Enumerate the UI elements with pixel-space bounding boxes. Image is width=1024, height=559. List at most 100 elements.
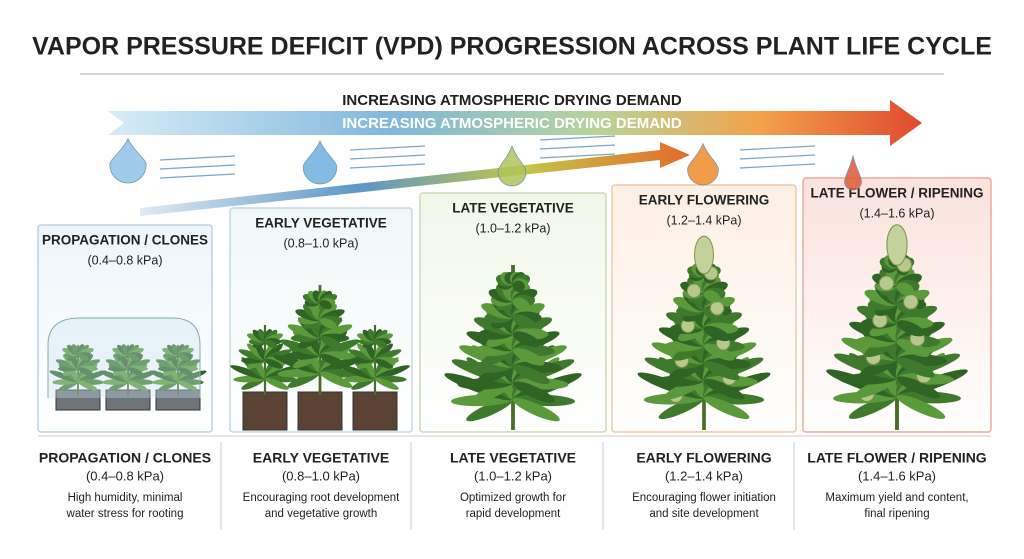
leaf — [319, 335, 343, 349]
pot — [297, 391, 343, 431]
leaf — [177, 367, 194, 376]
leaf — [238, 349, 266, 361]
pot — [242, 391, 288, 431]
stage-description: High humidity, minimal — [68, 492, 183, 504]
arrow-label: INCREASING ATMOSPHERIC DRYING DEMAND — [342, 92, 682, 109]
leaf — [374, 377, 399, 390]
stage-name: PROPAGATION / CLONES — [39, 450, 211, 466]
stage-description: final ripening — [864, 508, 929, 520]
water-drop — [497, 144, 527, 187]
bud — [686, 283, 702, 298]
leaf — [512, 381, 555, 403]
stage-range: (1.4–1.6 kPa) — [858, 468, 936, 483]
leaf — [703, 396, 750, 420]
air-flow — [539, 144, 616, 150]
stage-name: LATE VEGETATIVE — [452, 201, 574, 216]
leaf — [703, 325, 731, 342]
leaf — [340, 365, 376, 380]
stage-name: PROPAGATION / CLONES — [42, 233, 208, 248]
stage-description: Encouraging flower initiation — [632, 492, 776, 504]
water-drop — [302, 140, 338, 185]
leaf — [512, 348, 545, 366]
stage-description: Encouraging root development — [243, 492, 400, 504]
stage-name: LATE VEGETATIVE — [450, 450, 576, 466]
leaf — [703, 343, 735, 361]
air-flow — [349, 163, 426, 169]
leaf — [319, 353, 348, 369]
stage-name: EARLY FLOWERING — [636, 450, 771, 466]
leaf — [127, 353, 139, 361]
panels: PROPAGATION / CLONES (0.4–0.8 kPa) EARLY V… — [37, 177, 992, 433]
air-flow — [739, 145, 816, 151]
air-flow — [159, 164, 236, 170]
leaf — [77, 380, 98, 391]
leaf — [177, 380, 198, 391]
leaf — [512, 364, 550, 385]
leaf — [264, 377, 289, 390]
bud — [709, 301, 725, 316]
air-flow — [739, 154, 816, 160]
air-flow — [349, 145, 426, 151]
leaf — [99, 370, 129, 383]
leaf — [374, 358, 394, 369]
leaf — [512, 398, 560, 422]
stage-name: EARLY FLOWERING — [639, 193, 770, 208]
stage-name: LATE FLOWER / RIPENING — [807, 450, 987, 466]
stage-description: and vegetative growth — [265, 508, 378, 520]
leaf — [512, 314, 535, 329]
stage-name: EARLY VEGETATIVE — [255, 216, 387, 231]
stage-range: (1.2–1.4 kPa) — [665, 468, 743, 483]
leaf — [703, 290, 721, 303]
stage-description: water stress for rooting — [66, 508, 184, 520]
pot — [352, 391, 398, 431]
leaf — [374, 365, 410, 380]
leaf — [703, 361, 740, 381]
leaf — [230, 365, 266, 380]
arrow-label-inner: INCREASING ATMOSPHERIC DRYING DEMAND — [342, 115, 682, 132]
leaf — [703, 378, 745, 400]
stage-range: (1.4–1.6 kPa) — [859, 206, 934, 220]
leaf — [512, 331, 540, 348]
water-drop — [109, 137, 147, 184]
bud — [903, 294, 919, 310]
stage-name: LATE FLOWER / RIPENING — [811, 186, 984, 201]
stage-description: Maximum yield and content, — [825, 492, 968, 504]
water-drop — [687, 142, 719, 186]
leaf — [264, 358, 284, 369]
air-flow — [739, 163, 816, 169]
title: VAPOR PRESSURE DEFICIT (VPD) PROGRESSION… — [32, 33, 992, 61]
leaf — [896, 376, 941, 399]
stage-range: (0.8–1.0 kPa) — [283, 236, 358, 250]
stage-description: rapid development — [466, 508, 561, 520]
cola — [886, 224, 908, 266]
leaf — [177, 353, 189, 361]
stage-range: (0.8–1.0 kPa) — [282, 468, 360, 483]
leaf — [896, 282, 915, 296]
leaf — [896, 357, 935, 378]
air-flow — [159, 173, 236, 179]
stage-range: (1.0–1.2 kPa) — [474, 468, 552, 483]
air-flow — [159, 155, 236, 161]
leaf — [77, 367, 94, 376]
stage-description: Optimized growth for — [460, 492, 566, 504]
air-flow — [539, 135, 616, 141]
air-flow — [539, 153, 616, 159]
leaf — [348, 349, 376, 361]
drying-arrow — [108, 100, 922, 146]
water-drop — [844, 155, 862, 191]
leaf — [896, 320, 925, 337]
stage-range: (0.4–0.8 kPa) — [87, 253, 162, 267]
leaf — [374, 339, 388, 348]
leaf — [896, 338, 930, 357]
stage-descriptions: PROPAGATION / CLONES (0.4–0.8 kPa) High hu… — [38, 435, 991, 530]
stage-range: (0.4–0.8 kPa) — [86, 468, 164, 483]
leaf — [127, 380, 148, 391]
stage-range: (1.2–1.4 kPa) — [666, 213, 741, 227]
stage-range: (1.0–1.2 kPa) — [475, 221, 550, 235]
leaf — [319, 371, 353, 388]
bud — [878, 275, 895, 291]
lower-arrow — [140, 142, 690, 216]
leaf — [264, 339, 278, 348]
air-flow — [349, 154, 426, 160]
